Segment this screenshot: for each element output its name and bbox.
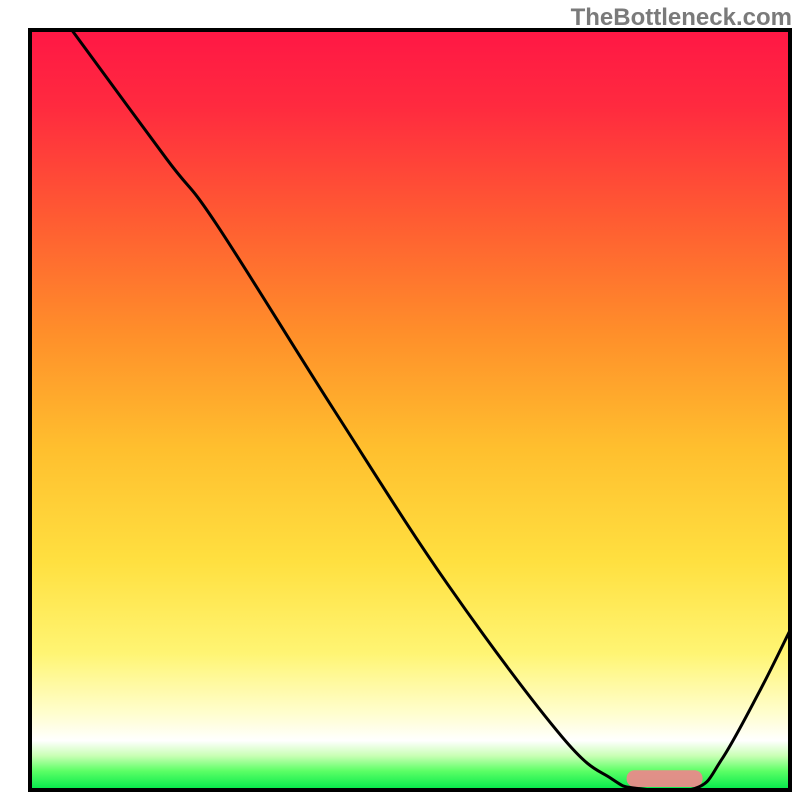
chart-frame: TheBottleneck.com bbox=[0, 0, 800, 800]
optimal-zone-marker bbox=[627, 770, 703, 787]
bottleneck-chart-svg bbox=[0, 0, 800, 800]
plot-area bbox=[30, 30, 790, 791]
gradient-background bbox=[30, 30, 790, 790]
watermark-label: TheBottleneck.com bbox=[571, 4, 792, 32]
